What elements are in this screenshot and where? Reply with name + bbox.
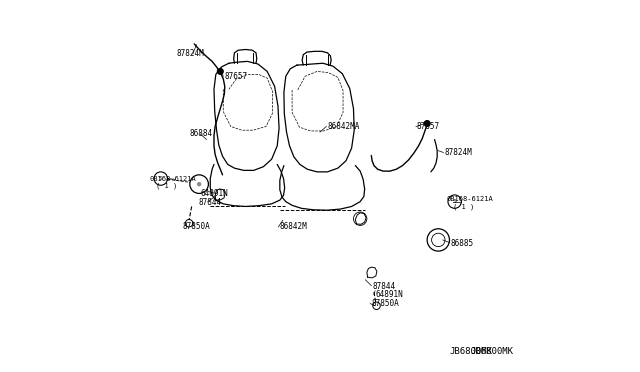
Text: S: S — [159, 176, 163, 181]
Text: JB6800MK: JB6800MK — [449, 347, 492, 356]
Text: 0B168-6121A: 0B168-6121A — [150, 176, 196, 182]
Text: S: S — [452, 199, 456, 204]
Text: 86884: 86884 — [189, 129, 212, 138]
Text: 0B168-6121A: 0B168-6121A — [447, 196, 493, 202]
Text: 64891N: 64891N — [375, 291, 403, 299]
Text: ( 1 ): ( 1 ) — [453, 203, 474, 210]
Text: 87824M: 87824M — [445, 148, 472, 157]
Text: JB6800MK: JB6800MK — [470, 347, 514, 356]
Text: 64891N: 64891N — [200, 189, 228, 198]
Text: 86842MA: 86842MA — [328, 122, 360, 131]
Text: 87850A: 87850A — [182, 222, 210, 231]
Text: 86842M: 86842M — [279, 222, 307, 231]
Text: 86885: 86885 — [450, 239, 474, 248]
Circle shape — [424, 121, 430, 126]
Text: 87850A: 87850A — [371, 299, 399, 308]
Text: ( 1 ): ( 1 ) — [156, 183, 177, 189]
Text: 87657: 87657 — [225, 72, 248, 81]
Circle shape — [218, 68, 223, 74]
Text: 87657: 87657 — [417, 122, 440, 131]
Circle shape — [197, 182, 201, 186]
Text: 87824M: 87824M — [177, 49, 205, 58]
Text: 87844: 87844 — [372, 282, 396, 291]
Text: 87844: 87844 — [198, 198, 221, 207]
